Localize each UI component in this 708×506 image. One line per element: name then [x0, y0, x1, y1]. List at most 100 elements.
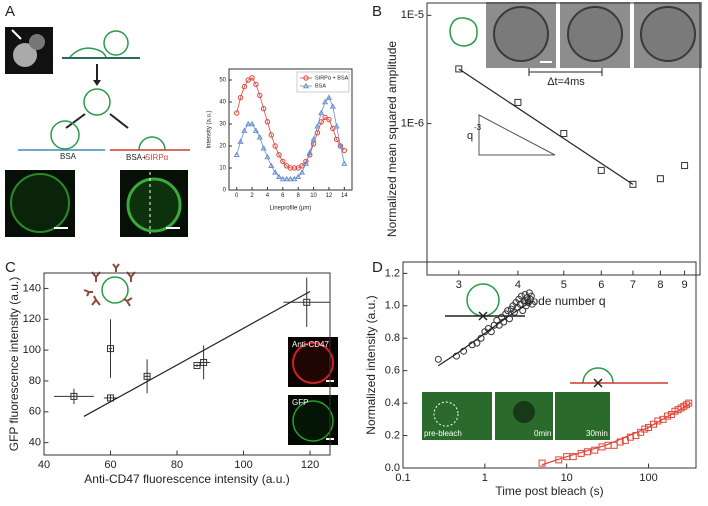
series-line — [458, 68, 634, 185]
y-tick-label: 50 — [219, 78, 226, 84]
y-axis-title: Intensity (a.u.) — [207, 110, 213, 148]
annotation: Anti-CD47 — [292, 340, 329, 349]
series-line — [541, 402, 692, 466]
plot-frame — [228, 68, 353, 191]
y-tick-label: 0 — [223, 188, 227, 194]
annotation: GFP — [292, 398, 308, 407]
x-tick-label: 0 — [235, 193, 239, 199]
marker — [291, 165, 298, 171]
y-tick-label: 100 — [23, 344, 41, 356]
x-tick-label: 100 — [234, 459, 252, 471]
illustrations — [5, 2, 702, 445]
marker — [306, 149, 313, 155]
marker — [626, 433, 634, 441]
marker — [264, 153, 271, 160]
marker — [434, 355, 442, 363]
x-tick-label: 60 — [104, 459, 116, 471]
y-tick-label: 10 — [219, 166, 226, 172]
marker — [663, 412, 671, 420]
y-tick-label: 0.6 — [385, 365, 400, 377]
marker — [455, 65, 463, 73]
x-axis-title: Anti-CD47 fluorescence intensity (a.u.) — [84, 472, 289, 486]
marker — [260, 105, 267, 112]
marker — [314, 122, 321, 129]
marker — [143, 372, 151, 380]
series-line — [83, 290, 311, 417]
panel-label: B — [372, 3, 382, 20]
y-tick-label: 140 — [23, 282, 41, 294]
x-tick-label: 6 — [598, 279, 604, 291]
annotation: q — [467, 130, 473, 142]
marker — [268, 132, 274, 138]
legend-marker — [302, 82, 310, 89]
x-tick-label: 5 — [561, 279, 567, 291]
marker — [233, 110, 240, 116]
y-tick-label: 20 — [219, 144, 226, 150]
x-tick-label: 12 — [326, 193, 333, 199]
y-tick-label: 80 — [29, 375, 41, 387]
legend-marker — [303, 75, 309, 81]
x-tick-label: 100 — [639, 472, 657, 484]
annotation: BSA+ — [126, 153, 147, 162]
marker — [107, 394, 115, 402]
marker — [337, 142, 344, 149]
marker — [70, 392, 78, 400]
y-tick-label: 1.2 — [385, 267, 400, 279]
y-tick-label: 1E-5 — [401, 9, 424, 21]
y-tick-label: 0.0 — [385, 462, 400, 474]
marker — [303, 298, 311, 306]
marker — [264, 119, 271, 125]
marker — [279, 175, 286, 182]
marker — [569, 453, 577, 461]
marker — [295, 165, 301, 171]
marker — [325, 94, 332, 100]
marker — [504, 307, 512, 315]
x-tick-label: 6 — [281, 193, 285, 199]
marker — [514, 98, 522, 106]
marker — [257, 92, 263, 99]
marker — [287, 165, 294, 171]
marker — [656, 175, 664, 183]
annotation: pre-bleach — [424, 429, 462, 438]
panel-label: A — [5, 3, 15, 20]
annotation: -3 — [474, 123, 482, 132]
marker — [200, 358, 208, 366]
annotation: 30min — [586, 429, 608, 438]
marker — [276, 152, 282, 158]
y-tick-label: 1E-6 — [401, 118, 424, 130]
marker — [272, 169, 279, 175]
marker — [510, 308, 518, 316]
y-tick-label: 120 — [23, 313, 41, 325]
x-axis-title: Lineprofile (μm) — [270, 206, 312, 212]
marker — [260, 144, 267, 151]
x-tick-label: 8 — [297, 193, 301, 199]
series-line — [437, 300, 533, 367]
x-axis-title: Mode number q — [521, 294, 605, 308]
y-tick-label: 60 — [29, 406, 41, 418]
annotation: SIRPα — [145, 153, 169, 162]
x-tick-label: 4 — [515, 279, 521, 291]
x-tick-label: 40 — [38, 459, 50, 471]
marker — [538, 459, 546, 467]
y-tick-label: 30 — [219, 122, 226, 128]
marker — [256, 133, 263, 140]
marker — [322, 114, 328, 121]
legend-box — [296, 71, 350, 93]
marker — [298, 169, 306, 175]
panel-label: D — [372, 259, 383, 276]
x-axis-title: Time post bleach (s) — [495, 484, 603, 498]
annotation: BSA — [60, 152, 77, 161]
x-tick-label: 0.1 — [395, 472, 410, 484]
marker — [233, 151, 240, 158]
x-tick-label: 80 — [171, 459, 183, 471]
x-tick-label: 3 — [456, 279, 462, 291]
marker — [253, 81, 259, 88]
x-tick-label: 120 — [301, 459, 319, 471]
marker — [681, 162, 689, 170]
marker — [333, 122, 340, 129]
x-tick-label: 4 — [266, 193, 270, 199]
marker — [275, 173, 283, 180]
marker — [268, 162, 275, 169]
marker — [329, 103, 336, 109]
marker — [318, 109, 325, 116]
